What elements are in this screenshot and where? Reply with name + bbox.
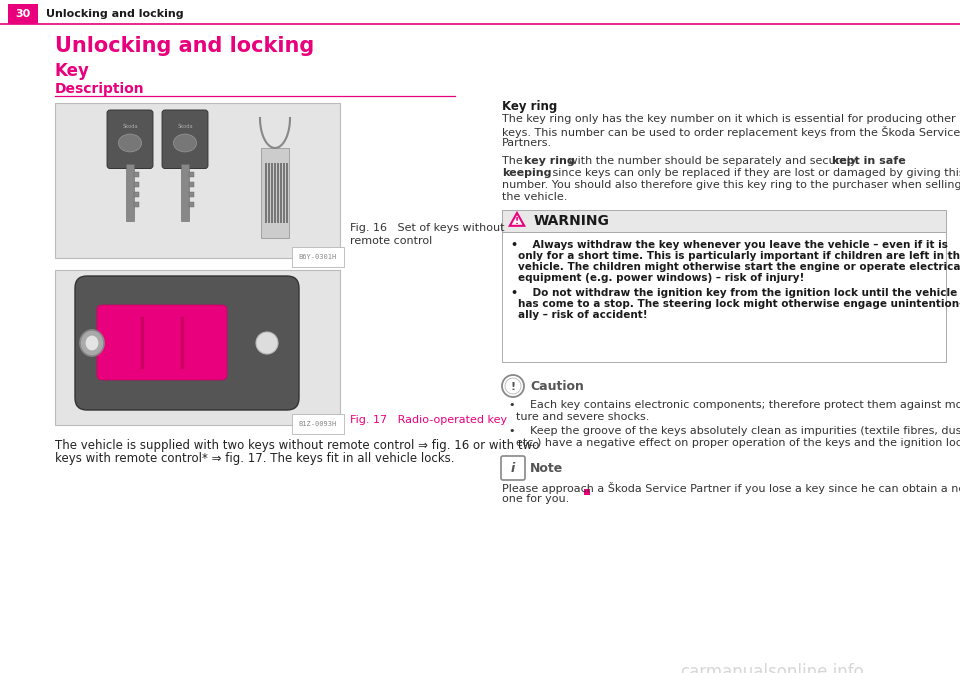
Text: only for a short time. This is particularly important if children are left in th: only for a short time. This is particula…: [518, 251, 960, 261]
Text: keys. This number can be used to order replacement keys from the Škoda Service: keys. This number can be used to order r…: [502, 126, 960, 138]
Polygon shape: [510, 213, 524, 226]
Bar: [8, 4, 38, 24]
Bar: [134, 201, 139, 207]
Text: •: •: [510, 240, 517, 250]
Text: kept in safe: kept in safe: [832, 156, 905, 166]
Text: !: !: [511, 382, 516, 392]
Circle shape: [256, 332, 278, 354]
Bar: [189, 201, 195, 207]
Text: Please approach a Škoda Service Partner if you lose a key since he can obtain a : Please approach a Škoda Service Partner …: [502, 482, 960, 494]
Circle shape: [505, 378, 521, 394]
Bar: [189, 192, 195, 197]
Text: •: •: [508, 426, 515, 436]
Ellipse shape: [174, 134, 197, 152]
Text: Fig. 17   Radio-operated key: Fig. 17 Radio-operated key: [350, 415, 507, 425]
Bar: [277, 163, 278, 223]
Bar: [134, 182, 139, 186]
Bar: [286, 163, 287, 223]
Text: Key ring: Key ring: [502, 100, 557, 113]
Bar: [283, 163, 284, 223]
Text: Always withdraw the key whenever you leave the vehicle – even if it is: Always withdraw the key whenever you lea…: [518, 240, 948, 250]
Ellipse shape: [118, 134, 141, 152]
Ellipse shape: [80, 330, 104, 356]
Bar: [261, 148, 289, 238]
FancyBboxPatch shape: [108, 110, 153, 168]
Text: The key ring only has the key number on it which is essential for producing othe: The key ring only has the key number on …: [502, 114, 955, 124]
Text: vehicle. The children might otherwise start the engine or operate electrical: vehicle. The children might otherwise st…: [518, 262, 960, 272]
FancyBboxPatch shape: [162, 110, 208, 168]
FancyBboxPatch shape: [75, 276, 299, 410]
Text: the vehicle.: the vehicle.: [502, 192, 567, 202]
Bar: [502, 210, 946, 232]
Text: equipment (e.g. power windows) – risk of injury!: equipment (e.g. power windows) – risk of…: [518, 273, 804, 283]
Bar: [189, 182, 195, 186]
Text: Unlocking and locking: Unlocking and locking: [55, 36, 314, 56]
Text: ture and severe shocks.: ture and severe shocks.: [516, 412, 649, 422]
Text: Keep the groove of the keys absolutely clean as impurities (textile fibres, dust: Keep the groove of the keys absolutely c…: [516, 426, 960, 436]
FancyBboxPatch shape: [501, 456, 525, 480]
Text: keys with remote control* ⇒ fig. 17. The keys fit in all vehicle locks.: keys with remote control* ⇒ fig. 17. The…: [55, 452, 454, 465]
Bar: [134, 192, 139, 197]
Text: Do not withdraw the ignition key from the ignition lock until the vehicle: Do not withdraw the ignition key from th…: [518, 288, 957, 298]
Text: Fig. 16   Set of keys without: Fig. 16 Set of keys without: [350, 223, 505, 233]
Bar: [126, 164, 134, 221]
Bar: [502, 232, 946, 362]
Bar: [134, 172, 139, 177]
Text: Unlocking and locking: Unlocking and locking: [46, 9, 183, 19]
Ellipse shape: [85, 335, 99, 351]
Text: •: •: [510, 288, 517, 298]
Bar: [274, 163, 276, 223]
Text: B1Z-0093H: B1Z-0093H: [299, 421, 337, 427]
Text: Caution: Caution: [530, 380, 584, 392]
Text: WARNING: WARNING: [534, 214, 610, 228]
Text: 30: 30: [15, 9, 31, 19]
Text: Key: Key: [55, 62, 90, 80]
Bar: [265, 163, 267, 223]
Bar: [189, 172, 195, 177]
Text: key ring: key ring: [524, 156, 575, 166]
Text: •: •: [508, 400, 515, 410]
Bar: [271, 163, 273, 223]
Text: Each key contains electronic components; therefore protect them against mois–: Each key contains electronic components;…: [516, 400, 960, 410]
FancyBboxPatch shape: [97, 305, 227, 380]
Text: one for you.: one for you.: [502, 494, 569, 504]
Text: remote control: remote control: [350, 236, 432, 246]
Bar: [280, 163, 281, 223]
Text: !: !: [515, 217, 519, 227]
Bar: [584, 489, 590, 495]
Bar: [55, 270, 340, 425]
Text: keeping: keeping: [502, 168, 551, 178]
Bar: [268, 163, 270, 223]
Text: since keys can only be replaced if they are lost or damaged by giving this: since keys can only be replaced if they …: [549, 168, 960, 178]
Bar: [180, 164, 189, 221]
Text: The vehicle is supplied with two keys without remote control ⇒ fig. 16 or with t: The vehicle is supplied with two keys wi…: [55, 439, 540, 452]
Text: Description: Description: [55, 82, 145, 96]
Text: Partners.: Partners.: [502, 138, 552, 148]
Text: etc.) have a negative effect on proper operation of the keys and the ignition lo: etc.) have a negative effect on proper o…: [516, 438, 960, 448]
Text: carmanualsonline.info: carmanualsonline.info: [680, 663, 864, 673]
Text: number. You should also therefore give this key ring to the purchaser when selli: number. You should also therefore give t…: [502, 180, 960, 190]
Text: Škoda: Škoda: [178, 125, 193, 129]
Text: has come to a stop. The steering lock might otherwise engage unintention–: has come to a stop. The steering lock mi…: [518, 299, 960, 309]
Text: Note: Note: [530, 462, 564, 474]
Text: The: The: [502, 156, 526, 166]
Text: B6Y-0301H: B6Y-0301H: [299, 254, 337, 260]
Text: with the number should be separately and securely: with the number should be separately and…: [565, 156, 860, 166]
Circle shape: [502, 375, 524, 397]
Bar: [55, 103, 340, 258]
Text: Škoda: Škoda: [122, 125, 138, 129]
Text: ally – risk of accident!: ally – risk of accident!: [518, 310, 648, 320]
Text: i: i: [511, 462, 516, 474]
